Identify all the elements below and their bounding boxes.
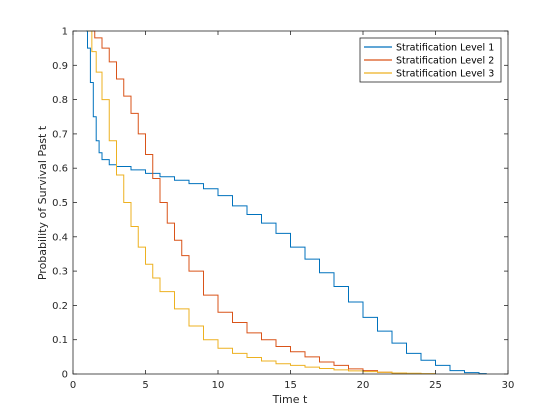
y-tick-label: 0.4 xyxy=(52,232,68,243)
series-line-level-1 xyxy=(86,30,487,375)
y-tick-label: 0.1 xyxy=(52,335,68,346)
y-tick-label: 0.5 xyxy=(52,198,68,209)
x-tick-label: 0 xyxy=(70,380,76,391)
y-tick-label: 0.6 xyxy=(52,164,68,175)
x-tick-label: 10 xyxy=(212,380,225,391)
y-tick-label: 0.3 xyxy=(52,267,68,278)
y-tick-label: 0.2 xyxy=(52,301,68,312)
y-axis-label: Probability of Survival Past t xyxy=(36,125,49,280)
legend-label-level-3: Stratification Level 3 xyxy=(396,69,494,80)
y-tick-label: 0.7 xyxy=(52,129,68,140)
y-tick-label: 0.8 xyxy=(52,95,68,106)
x-tick-label: 25 xyxy=(429,380,442,391)
x-tick-label: 30 xyxy=(502,380,515,391)
x-axis-label: Time t xyxy=(272,393,308,406)
legend: Stratification Level 1 Stratification Le… xyxy=(359,37,502,83)
legend-label-level-2: Stratification Level 2 xyxy=(396,56,494,67)
x-tick-label: 15 xyxy=(284,380,297,391)
plot-area xyxy=(73,31,508,374)
series-line-level-2 xyxy=(87,30,407,374)
x-tick-label: 5 xyxy=(142,380,148,391)
y-tick-label: 1 xyxy=(62,27,68,38)
legend-label-level-1: Stratification Level 1 xyxy=(396,43,494,54)
y-tick-label: 0.9 xyxy=(52,61,68,72)
y-tick-label: 0 xyxy=(62,370,68,381)
x-tick-label: 20 xyxy=(357,380,370,391)
ticks-layer: 0 5 10 15 20 25 30 0 0.1 0.2 0.3 0.4 0.5 0.6 0.7 0.8 0.9… xyxy=(52,27,514,392)
